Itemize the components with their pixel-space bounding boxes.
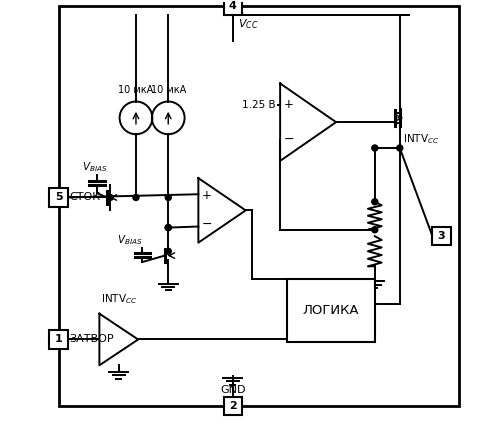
Circle shape — [372, 199, 378, 205]
Circle shape — [372, 145, 378, 151]
Text: INTV$_{CC}$: INTV$_{CC}$ — [403, 132, 440, 146]
Text: 4: 4 — [229, 1, 236, 11]
Bar — [432, 227, 450, 245]
Text: 1: 1 — [54, 334, 62, 344]
Text: ЛОГИКА: ЛОГИКА — [302, 304, 359, 317]
Text: −: − — [284, 133, 294, 146]
Text: $V_{CC}$: $V_{CC}$ — [238, 17, 258, 31]
Text: 2: 2 — [229, 401, 236, 411]
Bar — [50, 188, 68, 206]
Text: $V_{BIAS}$: $V_{BIAS}$ — [116, 233, 142, 247]
Text: GND: GND — [220, 385, 246, 395]
Text: 5: 5 — [54, 193, 62, 203]
Circle shape — [396, 145, 403, 151]
Circle shape — [372, 227, 378, 233]
Text: 10 мкА: 10 мкА — [150, 85, 186, 95]
Text: 10 мкА: 10 мкА — [118, 85, 154, 95]
Bar — [224, 397, 242, 415]
Circle shape — [165, 248, 172, 254]
Circle shape — [165, 225, 172, 231]
Circle shape — [165, 194, 172, 200]
Text: +: + — [202, 189, 211, 202]
Text: 1.25 В: 1.25 В — [242, 100, 276, 110]
Text: −: − — [202, 219, 212, 232]
Circle shape — [165, 225, 172, 231]
Text: INTV$_{CC}$: INTV$_{CC}$ — [100, 292, 137, 306]
Circle shape — [107, 194, 113, 200]
Circle shape — [133, 194, 139, 200]
Bar — [224, 0, 242, 15]
Text: 3: 3 — [438, 231, 446, 241]
Bar — [286, 279, 375, 342]
Bar — [50, 330, 68, 349]
Text: СТОК: СТОК — [70, 193, 101, 203]
Text: ЗАТВОР: ЗАТВОР — [70, 334, 114, 344]
Text: $V_{BIAS}$: $V_{BIAS}$ — [82, 160, 108, 174]
Text: +: + — [284, 98, 294, 111]
